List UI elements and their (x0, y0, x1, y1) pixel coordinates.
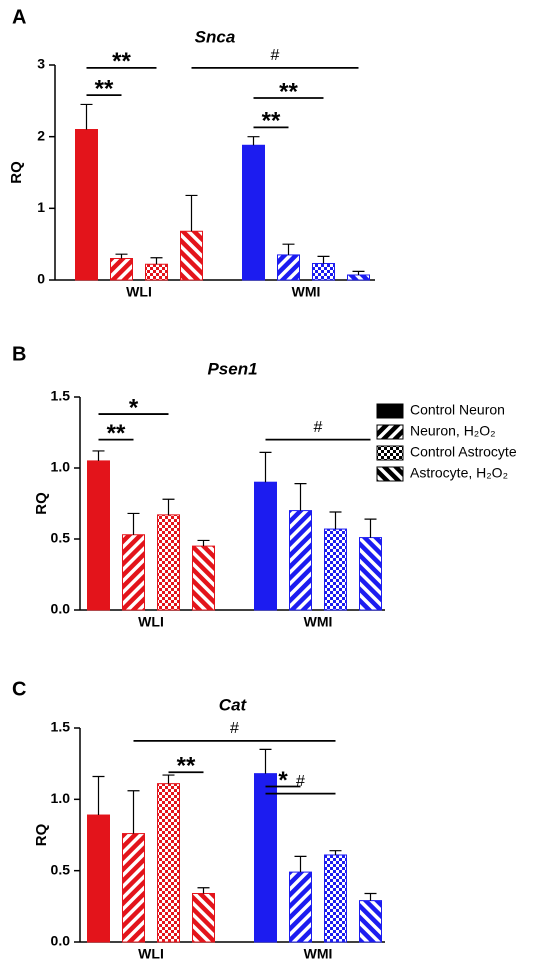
error-bar (364, 518, 377, 538)
bar (312, 263, 335, 281)
chart-title: Snca (195, 27, 236, 46)
bar (122, 534, 145, 611)
legend-swatch (376, 466, 404, 482)
error-bar (352, 270, 365, 275)
error-bar (329, 511, 342, 530)
error-bar (317, 255, 330, 264)
error-bar (127, 790, 140, 834)
error-bar (80, 103, 93, 130)
legend-label: Astrocyte, H₂O₂ (410, 465, 508, 481)
y-axis-label: RQ (33, 492, 50, 515)
panel-letter: A (12, 6, 26, 28)
x-tick-label: WMI (304, 946, 333, 962)
y-axis-label: RQ (33, 823, 50, 846)
significance-label: ** (262, 108, 281, 135)
bar (254, 773, 277, 943)
legend-label: Control Neuron (410, 402, 505, 418)
error-bar (150, 257, 163, 265)
bar (145, 263, 168, 281)
error-bar (364, 892, 377, 901)
bar (347, 274, 370, 281)
bar (180, 230, 203, 281)
legend-swatch (376, 403, 404, 419)
y-tick-label: 1.5 (51, 388, 71, 404)
error-bar (259, 451, 272, 483)
error-bar (329, 850, 342, 855)
panel-letter: B (12, 343, 26, 365)
bar (277, 254, 300, 281)
y-tick-label: 0 (37, 271, 45, 287)
y-tick-label: 1.5 (51, 719, 71, 735)
chart-title: Psen1 (207, 359, 257, 378)
bar (75, 129, 98, 281)
legend-label: Neuron, H₂O₂ (410, 423, 496, 439)
significance-label: # (296, 773, 305, 790)
bar (324, 854, 347, 943)
error-bar (197, 887, 210, 894)
bar (87, 460, 110, 611)
error-bar (294, 855, 307, 873)
bar (192, 892, 215, 943)
significance-label: # (314, 419, 323, 436)
error-bar (115, 253, 128, 259)
error-bar (282, 243, 295, 255)
error-bar (162, 498, 175, 515)
bar (324, 528, 347, 611)
error-bar (185, 194, 198, 232)
y-tick-label: 2 (37, 127, 45, 143)
bar (157, 783, 180, 943)
error-bar (92, 450, 105, 461)
legend-label: Control Astrocyte (410, 444, 517, 460)
x-tick-label: WMI (292, 284, 321, 300)
y-tick-label: 3 (37, 56, 45, 72)
bar (157, 514, 180, 611)
y-axis-label: RQ (8, 161, 25, 184)
y-tick-label: 0.5 (51, 861, 71, 877)
y-tick-label: 1 (37, 199, 45, 215)
bar (242, 144, 265, 281)
significance-label: ** (279, 78, 298, 105)
x-tick-label: WLI (138, 946, 164, 962)
significance-label: # (230, 720, 239, 737)
error-bar (92, 775, 105, 816)
legend-swatch (376, 424, 404, 440)
significance-label: ** (95, 75, 114, 102)
chart-title: Cat (219, 695, 248, 714)
bar (192, 545, 215, 611)
error-bar (162, 774, 175, 784)
bar (289, 510, 312, 611)
bar (359, 537, 382, 611)
significance-label: # (271, 47, 280, 64)
bar (289, 871, 312, 943)
y-tick-label: 1.0 (51, 790, 71, 806)
significance-label: ** (112, 48, 131, 75)
x-tick-label: WLI (138, 614, 164, 630)
x-tick-label: WLI (126, 284, 152, 300)
bar (87, 814, 110, 943)
bar (122, 833, 145, 943)
significance-label: * (129, 394, 139, 421)
significance-label: ** (107, 420, 126, 447)
significance-label: ** (177, 753, 196, 780)
panel-letter: C (12, 678, 26, 700)
error-bar (197, 539, 210, 547)
y-tick-label: 1.0 (51, 459, 71, 475)
bar (254, 481, 277, 611)
legend-swatch (376, 445, 404, 461)
y-tick-label: 0.5 (51, 530, 71, 546)
error-bar (259, 748, 272, 774)
significance-label: * (278, 767, 288, 794)
error-bar (247, 136, 260, 146)
y-tick-label: 0.0 (51, 601, 71, 617)
error-bar (127, 512, 140, 535)
x-tick-label: WMI (304, 614, 333, 630)
bar (110, 258, 133, 281)
bar (359, 900, 382, 943)
error-bar (294, 483, 307, 511)
y-tick-label: 0.0 (51, 933, 71, 949)
